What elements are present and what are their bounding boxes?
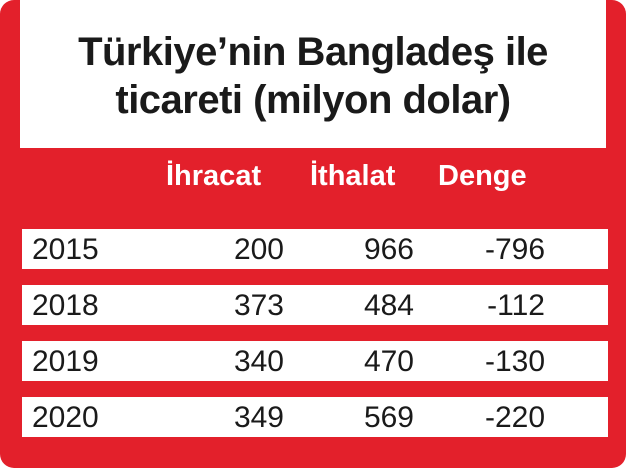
- cell-ithalat: 470: [363, 345, 414, 378]
- cell-year: 2018: [32, 289, 99, 322]
- cell-year: 2019: [32, 345, 99, 378]
- cell-denge: -130: [484, 345, 545, 378]
- title-line-1: Türkiye’nin Bangladeş ile: [78, 30, 548, 74]
- cell-denge: -220: [484, 401, 545, 434]
- table-row: 2019 340 470 -130: [22, 341, 608, 381]
- table-row: 2020 349 569 -220: [22, 397, 608, 437]
- cell-year: 2015: [32, 233, 99, 266]
- cell-denge: -796: [484, 233, 545, 266]
- cell-denge: -112: [487, 289, 545, 322]
- cell-ihracat: 373: [233, 289, 284, 322]
- column-header-denge: Denge: [438, 160, 527, 192]
- cell-ithalat: 569: [363, 401, 414, 434]
- cell-ihracat: 200: [233, 233, 284, 266]
- cell-ihracat: 340: [233, 345, 284, 378]
- column-header-ihracat: İhracat: [166, 160, 262, 192]
- cell-ihracat: 349: [233, 401, 284, 434]
- cell-ithalat: 966: [363, 233, 414, 266]
- column-header-ithalat: İthalat: [310, 160, 396, 192]
- cell-year: 2020: [32, 401, 99, 434]
- table-row: 2018 373 484 -112: [22, 285, 608, 325]
- title-box: Türkiye’nin Bangladeş ile ticareti (mily…: [20, 0, 606, 148]
- cell-ithalat: 484: [363, 289, 414, 322]
- table-title: Türkiye’nin Bangladeş ile ticareti (mily…: [20, 28, 606, 124]
- title-line-2: ticareti (milyon dolar): [115, 78, 511, 122]
- table-row: 2015 200 966 -796: [22, 229, 608, 269]
